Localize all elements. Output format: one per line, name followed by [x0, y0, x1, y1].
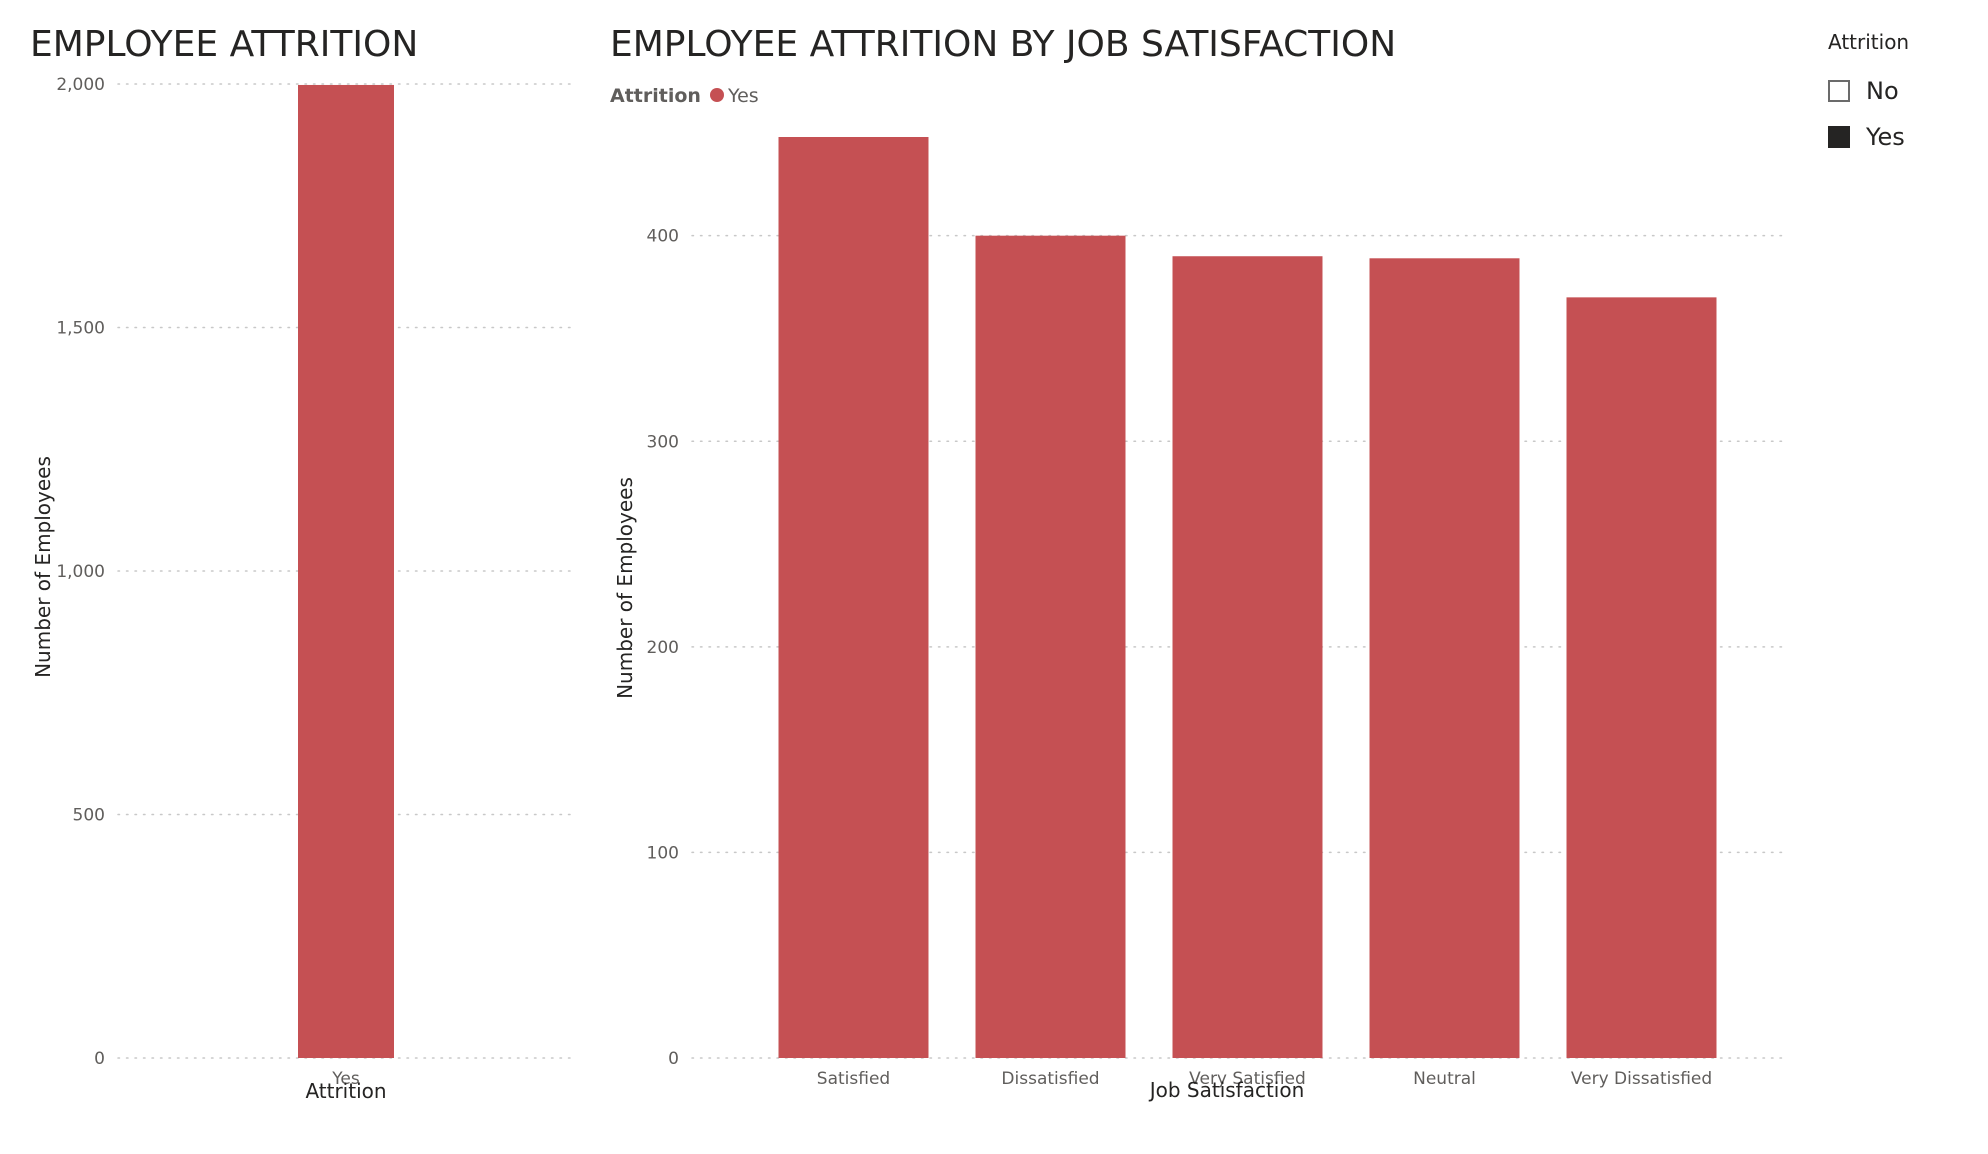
- job-satisfaction-chart-title: EMPLOYEE ATTRITION BY JOB SATISFACTION: [610, 24, 1396, 65]
- attrition-x-axis-label: Attrition: [305, 1079, 386, 1103]
- attrition-slicer: Attrition No Yes: [1828, 30, 1968, 160]
- slicer-no-checkbox[interactable]: [1828, 80, 1850, 102]
- x-tick-label: Very Dissatisfied: [1571, 1069, 1712, 1089]
- y-tick-label: 200: [647, 638, 679, 658]
- attrition-chart-title: EMPLOYEE ATTRITION: [30, 24, 418, 65]
- job-satisfaction-legend[interactable]: Attrition Yes: [610, 85, 759, 107]
- job-satisfaction-x-ticks: Satisfied Dissatisfied Very Satisfied Neutr…: [817, 1069, 1712, 1089]
- attrition-y-axis-label: Number of Employees: [31, 456, 55, 678]
- x-tick-label: Satisfied: [817, 1069, 890, 1089]
- bar[interactable]: [298, 84, 394, 1058]
- y-tick-label: 100: [647, 843, 679, 863]
- job-satisfaction-chart: EMPLOYEE ATTRITION BY JOB SATISFACTION A…: [610, 24, 1787, 1102]
- x-tick-label: Yes: [331, 1069, 360, 1089]
- attrition-bars[interactable]: [298, 84, 394, 1058]
- attrition-chart: EMPLOYEE ATTRITION 0 500 1,000 1,500 2,000 Y…: [30, 24, 575, 1103]
- slicer-yes-checkbox[interactable]: [1828, 126, 1850, 148]
- x-tick-label: Dissatisfied: [1001, 1069, 1099, 1089]
- slicer-yes-label: Yes: [1866, 123, 1905, 151]
- job-satisfaction-y-axis-label: Number of Employees: [613, 477, 637, 699]
- bar[interactable]: [1566, 297, 1717, 1059]
- attrition-x-ticks: Yes: [331, 1069, 360, 1089]
- x-tick-label: Neutral: [1413, 1069, 1476, 1089]
- job-satisfaction-bars[interactable]: [778, 137, 1717, 1059]
- bar[interactable]: [1369, 258, 1520, 1058]
- y-tick-label: 2,000: [56, 75, 105, 95]
- job-satisfaction-x-axis-label: Job Satisfaction: [1148, 1078, 1305, 1102]
- y-tick-label: 1,500: [56, 319, 105, 339]
- bar[interactable]: [975, 235, 1126, 1058]
- attrition-y-ticks: 0 500 1,000 1,500 2,000: [56, 75, 105, 1069]
- bar[interactable]: [778, 137, 929, 1058]
- slicer-title: Attrition: [1828, 30, 1910, 54]
- x-tick-label: Very Satisfied: [1189, 1069, 1306, 1089]
- bar[interactable]: [1172, 256, 1323, 1059]
- y-tick-label: 400: [647, 227, 679, 247]
- y-tick-label: 1,000: [56, 562, 105, 582]
- y-tick-label: 0: [94, 1049, 105, 1069]
- job-satisfaction-y-ticks: 0 100 200 300 400: [647, 227, 679, 1069]
- legend-yes-label: Yes: [727, 85, 759, 107]
- attrition-gridlines: [117, 83, 575, 1059]
- y-tick-label: 300: [647, 432, 679, 452]
- slicer-item-no[interactable]: No: [1828, 68, 1968, 114]
- y-tick-label: 500: [73, 806, 105, 826]
- slicer-item-yes[interactable]: Yes: [1828, 114, 1968, 160]
- y-tick-label: 0: [668, 1049, 679, 1069]
- legend-title: Attrition: [610, 85, 701, 107]
- slicer-no-label: No: [1866, 77, 1899, 105]
- legend-yes-marker: [710, 88, 724, 102]
